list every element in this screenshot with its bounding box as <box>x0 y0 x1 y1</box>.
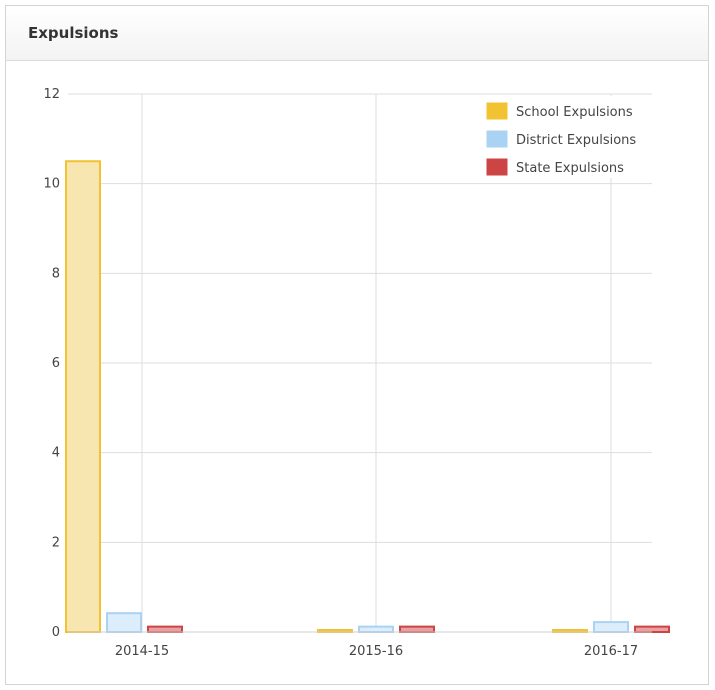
chart-grid <box>68 93 652 633</box>
legend-label: State Expulsions <box>516 161 624 176</box>
legend-swatch-state-expulsions <box>485 157 509 177</box>
bar-state-expulsions-2016-17 <box>634 625 670 633</box>
expulsions-panel: Expulsions 0 2 4 6 8 10 12 2014-15 2015-16 2016-1… <box>5 5 709 685</box>
x-tick-label: 2014-15 <box>115 644 169 659</box>
legend-swatch-district-expulsions <box>485 129 509 149</box>
legend-label: District Expulsions <box>516 133 636 148</box>
y-tick-label: 12 <box>43 87 60 102</box>
chart-legend: School Expulsions District Expulsions Stat… <box>482 96 648 178</box>
bar-state-expulsions-2015-16 <box>399 625 435 633</box>
bar-school-expulsions-2014-15 <box>65 160 101 633</box>
x-tick-label: 2016-17 <box>584 644 638 659</box>
y-tick-label: 4 <box>52 446 60 461</box>
panel-header: Expulsions <box>6 6 708 61</box>
chart-area: 0 2 4 6 8 10 12 2014-15 2015-16 2016-17 School Ex… <box>6 62 708 688</box>
legend-swatch-school-expulsions <box>485 101 509 121</box>
chart-bars <box>65 160 670 633</box>
chart-axes: 0 2 4 6 8 10 12 2014-15 2015-16 2016-17 <box>43 87 652 659</box>
y-tick-label: 6 <box>52 356 60 371</box>
expulsions-bar-chart: 0 2 4 6 8 10 12 2014-15 2015-16 2016-17 School Ex… <box>43 87 670 659</box>
panel-title: Expulsions <box>28 24 119 42</box>
bar-district-expulsions-2014-15 <box>106 612 142 633</box>
bar-district-expulsions-2015-16 <box>358 625 394 633</box>
y-tick-label: 0 <box>52 625 60 640</box>
y-tick-label: 8 <box>52 266 60 281</box>
legend-background <box>482 96 648 178</box>
x-tick-label: 2015-16 <box>349 644 403 659</box>
legend-label: School Expulsions <box>516 105 633 120</box>
bar-state-expulsions-2014-15 <box>147 625 183 633</box>
bar-district-expulsions-2016-17 <box>593 621 629 633</box>
y-tick-label: 10 <box>43 177 60 192</box>
y-tick-label: 2 <box>52 535 60 550</box>
